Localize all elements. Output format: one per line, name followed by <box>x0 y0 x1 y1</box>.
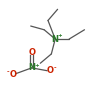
Text: +: + <box>58 33 62 38</box>
Text: N: N <box>28 63 35 72</box>
Text: O: O <box>10 70 17 79</box>
Text: N: N <box>52 35 59 44</box>
Text: -: - <box>54 65 57 70</box>
Text: O: O <box>28 48 35 57</box>
Text: O: O <box>46 66 53 75</box>
Text: -: - <box>6 69 9 74</box>
Text: +: + <box>34 63 39 68</box>
